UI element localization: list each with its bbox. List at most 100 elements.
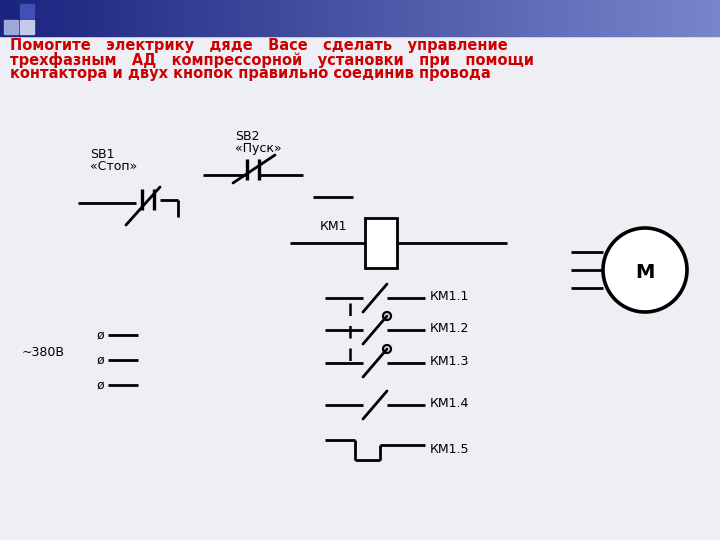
- Bar: [346, 0, 351, 36]
- Bar: [691, 0, 697, 36]
- Bar: [158, 0, 164, 36]
- Bar: [139, 0, 145, 36]
- Bar: [533, 0, 539, 36]
- Bar: [245, 0, 251, 36]
- Bar: [619, 0, 625, 36]
- Bar: [672, 0, 678, 36]
- Bar: [96, 0, 102, 36]
- Bar: [715, 0, 720, 36]
- Bar: [466, 0, 472, 36]
- Bar: [470, 0, 476, 36]
- Bar: [634, 0, 639, 36]
- Bar: [24, 0, 30, 36]
- Bar: [629, 0, 634, 36]
- Bar: [576, 0, 582, 36]
- Bar: [135, 0, 140, 36]
- Bar: [432, 0, 438, 36]
- Text: «Стоп»: «Стоп»: [90, 160, 138, 173]
- Bar: [58, 0, 63, 36]
- Bar: [461, 0, 467, 36]
- Bar: [523, 0, 529, 36]
- Bar: [72, 0, 78, 36]
- Bar: [567, 0, 572, 36]
- Bar: [614, 0, 620, 36]
- Bar: [384, 0, 390, 36]
- Bar: [456, 0, 462, 36]
- Bar: [144, 0, 150, 36]
- Bar: [4, 20, 18, 34]
- Bar: [369, 0, 375, 36]
- Bar: [235, 0, 241, 36]
- Bar: [63, 0, 68, 36]
- Bar: [293, 0, 299, 36]
- Text: SB2: SB2: [235, 130, 259, 143]
- Bar: [600, 0, 606, 36]
- Bar: [5, 0, 11, 36]
- Bar: [552, 0, 558, 36]
- Bar: [398, 0, 404, 36]
- Bar: [254, 0, 260, 36]
- Bar: [365, 218, 397, 268]
- Bar: [259, 0, 265, 36]
- Text: ø: ø: [96, 328, 104, 341]
- Bar: [475, 0, 481, 36]
- Bar: [211, 0, 217, 36]
- Bar: [662, 0, 668, 36]
- Bar: [437, 0, 443, 36]
- Bar: [106, 0, 112, 36]
- Bar: [403, 0, 409, 36]
- Bar: [240, 0, 246, 36]
- Bar: [446, 0, 452, 36]
- Bar: [264, 0, 270, 36]
- Bar: [542, 0, 548, 36]
- Bar: [605, 0, 611, 36]
- Bar: [168, 0, 174, 36]
- Text: М: М: [635, 262, 654, 281]
- Bar: [48, 0, 54, 36]
- Text: КМ1.3: КМ1.3: [430, 355, 469, 368]
- Text: ø: ø: [96, 379, 104, 392]
- Bar: [192, 0, 198, 36]
- Bar: [499, 0, 505, 36]
- Bar: [413, 0, 418, 36]
- Bar: [341, 0, 346, 36]
- Bar: [274, 0, 279, 36]
- Bar: [696, 0, 702, 36]
- Text: трехфазным   АД   компрессорной   установки   при   помощи: трехфазным АД компрессорной установки пр…: [10, 52, 534, 68]
- Bar: [547, 0, 553, 36]
- Bar: [624, 0, 630, 36]
- Bar: [163, 0, 169, 36]
- Bar: [518, 0, 524, 36]
- Bar: [379, 0, 385, 36]
- Bar: [408, 0, 414, 36]
- Text: КМ1: КМ1: [320, 220, 348, 233]
- Bar: [153, 0, 159, 36]
- Bar: [562, 0, 567, 36]
- Bar: [571, 0, 577, 36]
- Bar: [297, 0, 303, 36]
- Bar: [120, 0, 126, 36]
- Bar: [130, 0, 135, 36]
- Bar: [173, 0, 179, 36]
- Bar: [43, 0, 49, 36]
- Bar: [302, 0, 308, 36]
- Bar: [125, 0, 130, 36]
- Bar: [639, 0, 644, 36]
- Bar: [207, 0, 212, 36]
- Bar: [513, 0, 519, 36]
- Bar: [77, 0, 83, 36]
- Bar: [355, 0, 361, 36]
- Bar: [528, 0, 534, 36]
- Bar: [225, 0, 231, 36]
- Bar: [351, 0, 356, 36]
- Bar: [610, 0, 616, 36]
- Bar: [394, 0, 400, 36]
- Bar: [326, 0, 332, 36]
- Text: SB1: SB1: [90, 148, 114, 161]
- Bar: [451, 0, 457, 36]
- Bar: [288, 0, 294, 36]
- Bar: [365, 0, 371, 36]
- Bar: [115, 0, 121, 36]
- Text: Помогите   электрику   дяде   Васе   сделать   управление: Помогите электрику дяде Васе сделать упр…: [10, 38, 508, 53]
- Bar: [250, 0, 256, 36]
